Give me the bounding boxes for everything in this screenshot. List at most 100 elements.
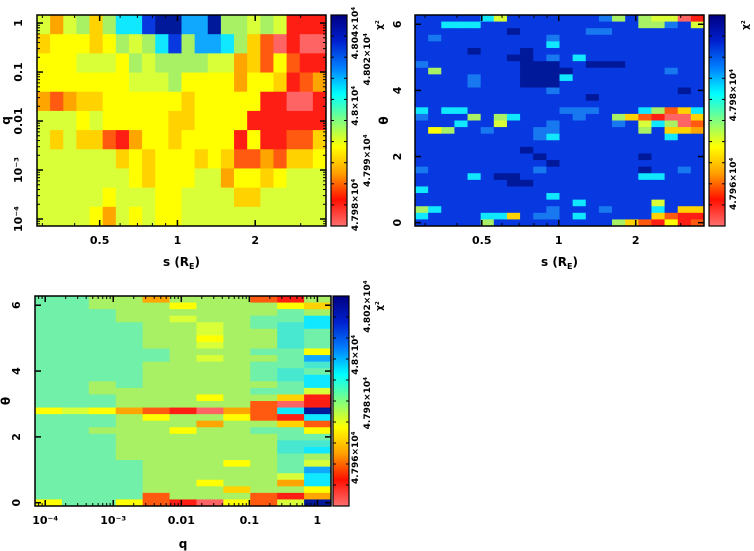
heatmap-cell bbox=[223, 315, 251, 323]
heatmap-cell bbox=[612, 133, 626, 141]
heatmap-cell bbox=[304, 473, 332, 481]
heatmap-cell bbox=[612, 107, 626, 115]
heatmap-cell bbox=[441, 100, 455, 108]
heatmap-cell bbox=[35, 486, 63, 494]
heatmap-cell bbox=[37, 168, 51, 189]
heatmap-cell bbox=[480, 212, 495, 220]
heatmap-cell bbox=[585, 173, 600, 181]
heatmap-cell bbox=[467, 219, 482, 227]
heatmap-cell bbox=[196, 460, 224, 468]
heatmap-cell bbox=[196, 486, 224, 494]
heatmap-cell bbox=[651, 160, 665, 168]
heatmap-cell bbox=[169, 381, 197, 389]
heatmap-cell bbox=[220, 130, 235, 150]
heatmap-cell bbox=[128, 110, 143, 131]
heatmap-cell bbox=[415, 186, 429, 194]
heatmap-cell bbox=[651, 87, 665, 95]
heatmap-cell bbox=[223, 381, 251, 389]
heatmap-cell bbox=[415, 173, 429, 181]
heatmap-cell bbox=[196, 335, 224, 343]
heatmap-cell bbox=[612, 47, 626, 55]
heatmap-cell bbox=[612, 199, 626, 207]
heatmap-panel-2: 0.5 1 2 0 2 4 6 s (RE) θ 4.796×10⁴ 4.798×10⁴ χ² bbox=[377, 14, 751, 271]
heatmap-cell bbox=[572, 87, 587, 95]
heatmap-cell bbox=[638, 80, 652, 88]
heatmap-cell bbox=[260, 206, 274, 227]
heatmap-cell bbox=[441, 94, 455, 102]
heatmap-cell bbox=[506, 67, 521, 75]
heatmap-cell bbox=[493, 34, 508, 42]
heatmap-cell bbox=[35, 394, 63, 402]
heatmap-cell bbox=[277, 368, 305, 376]
heatmap-cell bbox=[506, 127, 521, 135]
heatmap-cell bbox=[677, 133, 692, 141]
heatmap-cell bbox=[142, 460, 170, 468]
heatmap-cell bbox=[506, 160, 521, 168]
heatmap-cell bbox=[128, 91, 143, 112]
heatmap-cell bbox=[454, 107, 468, 115]
heatmap-cell bbox=[638, 153, 652, 161]
heatmap-cell bbox=[520, 193, 534, 201]
heatmap-cell bbox=[651, 107, 665, 115]
heatmap-cell bbox=[142, 401, 170, 408]
y-tick-label: 0 bbox=[10, 499, 23, 507]
heatmap-cell bbox=[115, 15, 130, 35]
heatmap-cell bbox=[625, 54, 639, 62]
heatmap-cell bbox=[638, 47, 652, 55]
plot-frame bbox=[34, 295, 332, 507]
y-tick-label: 0.1 bbox=[12, 62, 25, 82]
heatmap-cell bbox=[168, 168, 182, 189]
heatmap-cell bbox=[454, 206, 468, 214]
heatmap-cell bbox=[115, 335, 144, 343]
heatmap-cell bbox=[480, 61, 495, 69]
heatmap-cell bbox=[441, 41, 455, 49]
heatmap-cell bbox=[234, 110, 248, 131]
heatmap-cell bbox=[598, 212, 613, 220]
heatmap-cell bbox=[115, 341, 144, 349]
heatmap-cell bbox=[196, 296, 224, 303]
heatmap-cell bbox=[61, 492, 90, 500]
heatmap-cell bbox=[304, 341, 332, 349]
heatmap-cell bbox=[88, 381, 117, 389]
heatmap-cell bbox=[247, 110, 261, 131]
x-axis-label-tail: ) bbox=[195, 255, 200, 269]
heatmap-cell bbox=[651, 146, 665, 154]
heatmap-cell bbox=[428, 140, 442, 148]
heatmap-cell bbox=[76, 91, 90, 112]
heatmap-cell bbox=[142, 168, 156, 189]
heatmap-cell bbox=[612, 94, 626, 102]
heatmap-cell bbox=[493, 219, 508, 227]
heatmap-cell bbox=[533, 100, 547, 108]
heatmap-cell bbox=[312, 168, 327, 189]
heatmap-cell bbox=[598, 28, 613, 36]
heatmap-cell bbox=[664, 120, 679, 128]
heatmap-cell bbox=[585, 179, 600, 187]
heatmap-cell bbox=[598, 186, 613, 194]
heatmap-cell bbox=[415, 61, 429, 69]
heatmap-cell bbox=[598, 54, 613, 62]
heatmap-cell bbox=[520, 54, 534, 62]
heatmap-cell bbox=[506, 186, 521, 194]
heatmap-cell bbox=[128, 15, 143, 35]
heatmap-cell bbox=[169, 355, 197, 363]
heatmap-cell bbox=[250, 433, 278, 441]
heatmap-cell bbox=[35, 401, 63, 408]
heatmap-cell bbox=[480, 160, 495, 168]
heatmap-cell bbox=[506, 15, 521, 22]
heatmap-cell bbox=[572, 212, 587, 220]
heatmap-cell bbox=[168, 72, 182, 93]
heatmap-cell bbox=[651, 15, 665, 22]
heatmap-cell bbox=[250, 446, 278, 454]
heatmap-cell bbox=[168, 15, 182, 35]
heatmap-cell bbox=[169, 440, 197, 448]
heatmap-cell bbox=[651, 113, 665, 121]
heatmap-cell bbox=[677, 219, 692, 227]
heatmap-cell bbox=[625, 166, 639, 174]
heatmap-cell bbox=[664, 41, 679, 49]
heatmap-cell bbox=[625, 107, 639, 115]
heatmap-cell bbox=[480, 166, 495, 174]
heatmap-cell bbox=[304, 361, 332, 369]
heatmap-cell bbox=[196, 433, 224, 441]
x-axis-label-text: q bbox=[179, 537, 188, 551]
heatmap-cell bbox=[428, 41, 442, 49]
